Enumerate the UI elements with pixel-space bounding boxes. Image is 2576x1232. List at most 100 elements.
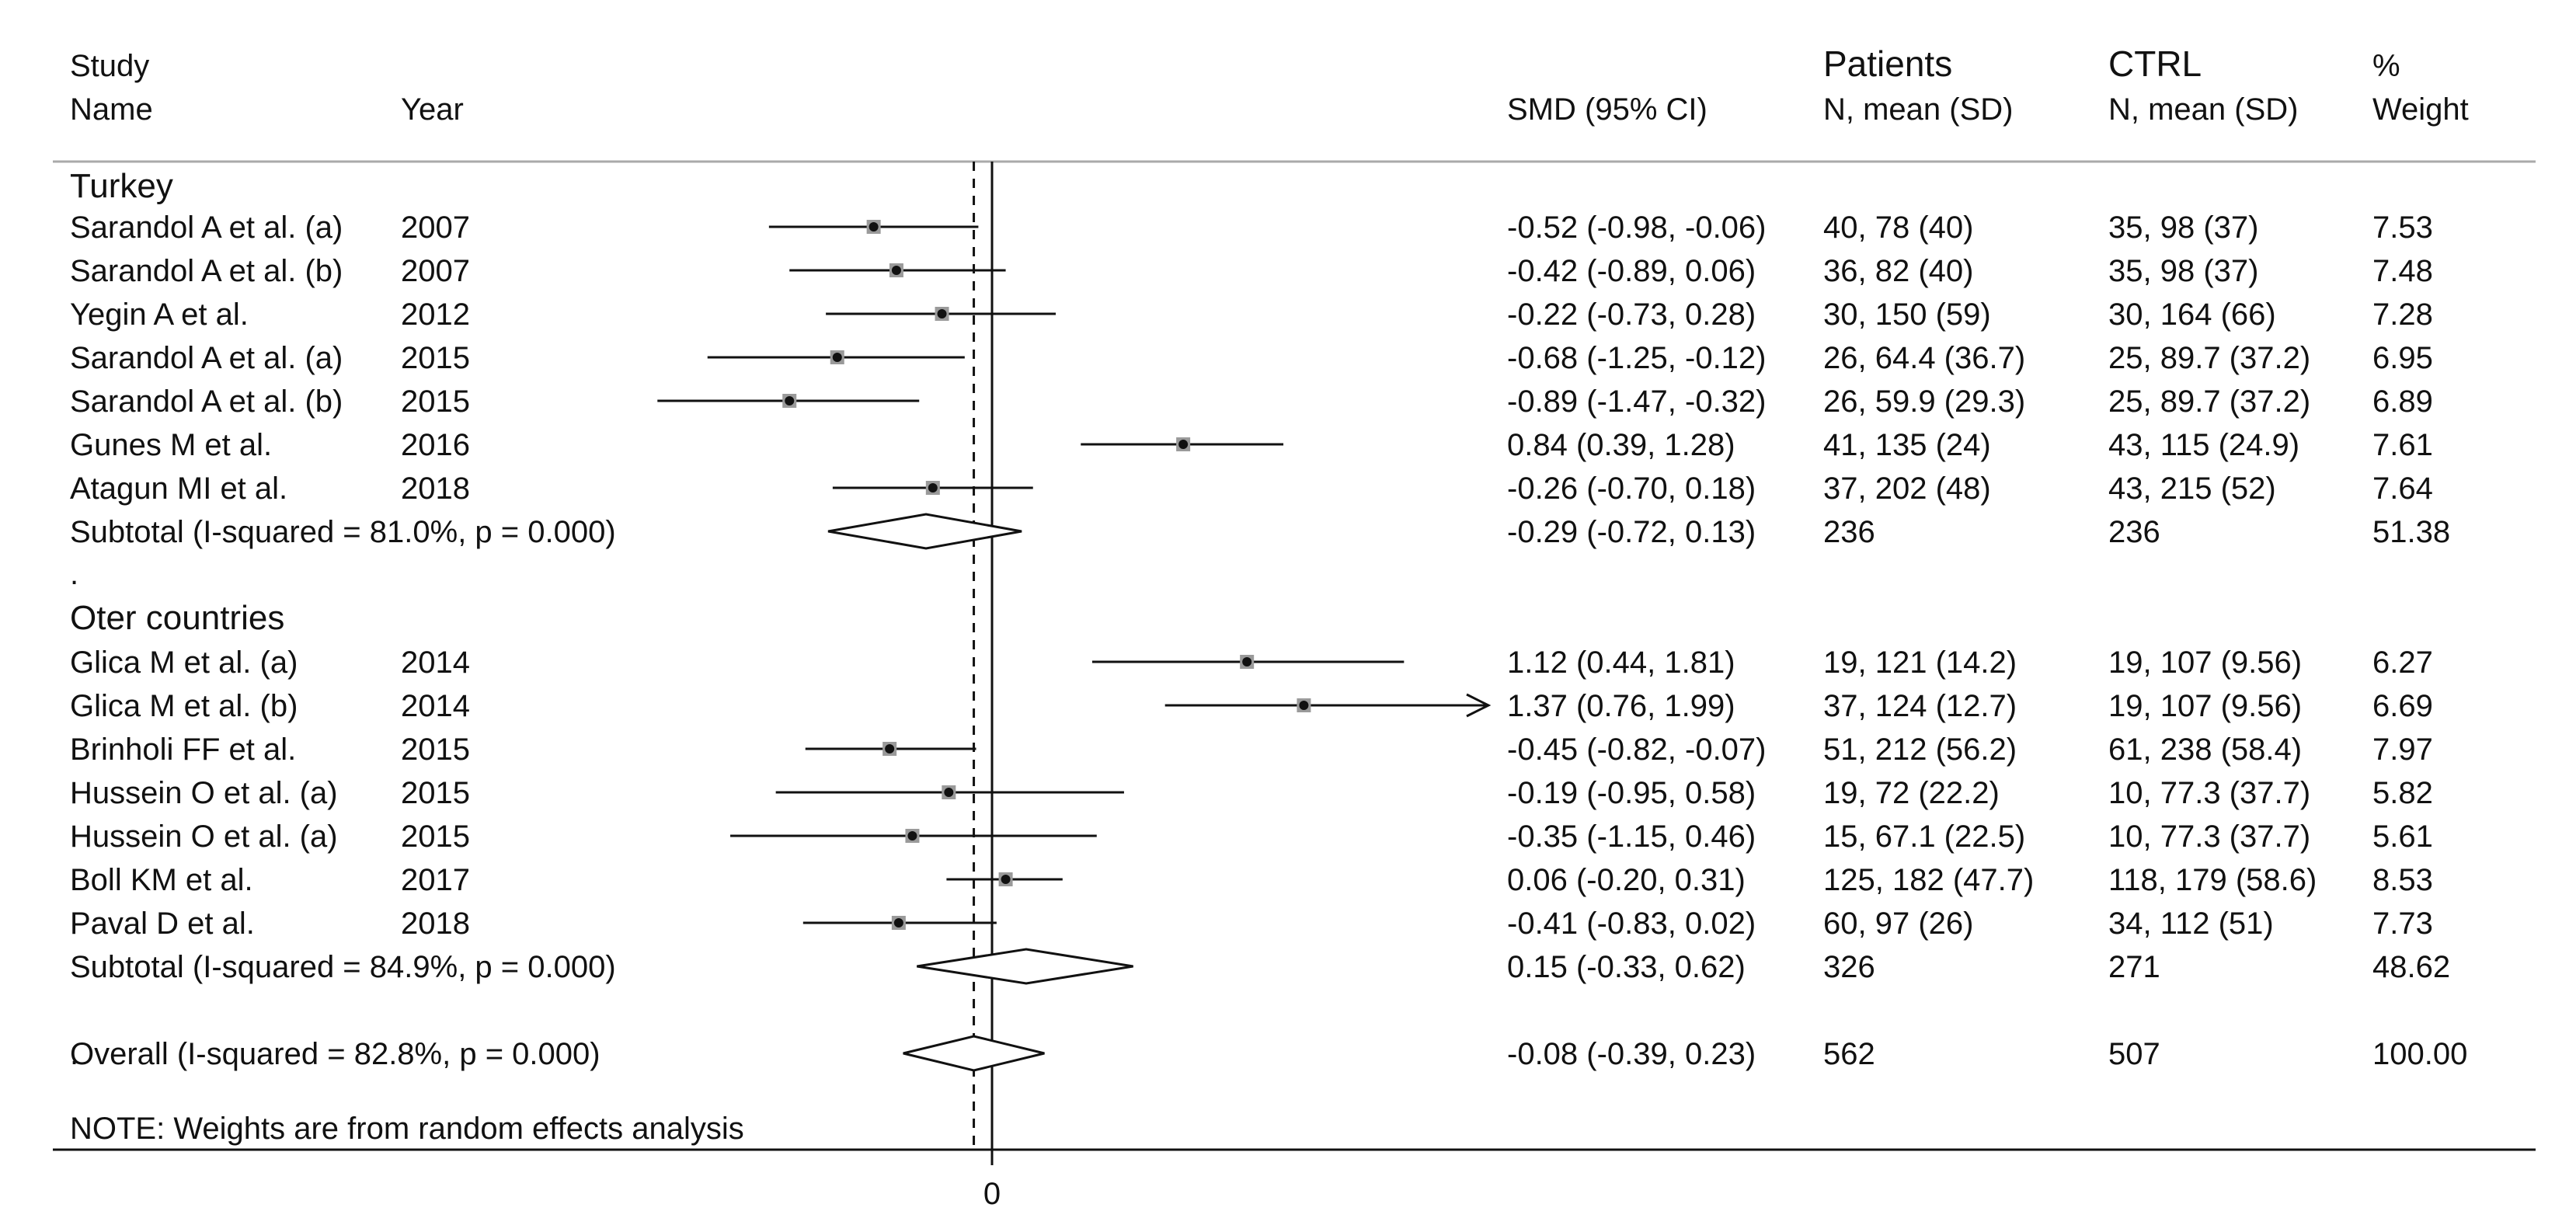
patients-n-mean-sd: 15, 67.1 (22.5) (1823, 820, 2025, 854)
point-estimate (785, 396, 795, 405)
weight: 5.61 (2372, 820, 2433, 854)
group-label: Oter countries (70, 599, 284, 637)
study-name: Gunes M et al. (70, 428, 272, 462)
study-year: 2018 (401, 907, 470, 941)
separator-dot: . (70, 1037, 78, 1071)
point-estimate (869, 222, 879, 231)
point-estimate (907, 831, 917, 840)
ctrl-n-mean-sd: 10, 77.3 (37.7) (2108, 776, 2310, 810)
point-estimate (893, 918, 903, 927)
header: Study Name Year SMD (95% CI) Patients N,… (70, 44, 2469, 127)
weight: 7.48 (2372, 254, 2433, 288)
smd-ci: -0.89 (-1.47, -0.32) (1507, 385, 1767, 419)
patients-n-mean-sd: 36, 82 (40) (1823, 254, 1973, 288)
patients-n-mean-sd: 26, 59.9 (29.3) (1823, 385, 2025, 419)
study-year: 2015 (401, 820, 470, 854)
smd-ci: -0.35 (-1.15, 0.46) (1507, 820, 1756, 854)
patients-n-mean-sd: 26, 64.4 (36.7) (1823, 341, 2025, 375)
subtotal-label: Subtotal (I-squared = 84.9%, p = 0.000) (70, 950, 616, 984)
smd-ci: -0.22 (-0.73, 0.28) (1507, 298, 1756, 332)
smd-ci: 1.12 (0.44, 1.81) (1507, 646, 1735, 680)
header-weight-pct: % (2372, 49, 2400, 83)
study-year: 2014 (401, 689, 470, 723)
smd-ci: -0.19 (-0.95, 0.58) (1507, 776, 1756, 810)
patients-n-mean-sd: 19, 121 (14.2) (1823, 646, 2017, 680)
weight: 7.64 (2372, 472, 2433, 506)
patients-total: 236 (1823, 515, 1875, 549)
study-year: 2014 (401, 646, 470, 680)
study-name: Sarandol A et al. (a) (70, 341, 343, 375)
header-weight: Weight (2372, 92, 2469, 127)
weight: 51.38 (2372, 515, 2450, 549)
header-patients-sub: N, mean (SD) (1823, 92, 2014, 127)
study-name: Hussein O et al. (a) (70, 776, 338, 810)
point-estimate (1299, 701, 1309, 710)
ctrl-n-mean-sd: 25, 89.7 (37.2) (2108, 385, 2310, 419)
ctrl-n-mean-sd: 34, 112 (51) (2108, 907, 2274, 941)
patients-n-mean-sd: 37, 124 (12.7) (1823, 689, 2017, 723)
study-year: 2007 (401, 211, 470, 245)
weight: 6.95 (2372, 341, 2433, 375)
smd-ci: 0.15 (-0.33, 0.62) (1507, 950, 1746, 984)
study-name: Sarandol A et al. (b) (70, 385, 343, 419)
ctrl-n-mean-sd: 10, 77.3 (37.7) (2108, 820, 2310, 854)
study-year: 2018 (401, 472, 470, 506)
weights-note: NOTE: Weights are from random effects an… (70, 1112, 744, 1146)
smd-ci: -0.68 (-1.25, -0.12) (1507, 341, 1767, 375)
study-name: Atagun MI et al. (70, 472, 287, 506)
point-estimate (832, 353, 842, 362)
ctrl-n-mean-sd: 35, 98 (37) (2108, 211, 2258, 245)
point-estimate (928, 483, 938, 492)
group-label: Turkey (70, 167, 173, 205)
header-patients: Patients (1823, 44, 1952, 84)
patients-n-mean-sd: 37, 202 (48) (1823, 472, 1991, 506)
weight: 7.73 (2372, 907, 2433, 941)
patients-n-mean-sd: 41, 135 (24) (1823, 428, 1991, 462)
study-year: 2015 (401, 776, 470, 810)
header-study: Study (70, 49, 149, 83)
weight: 7.97 (2372, 733, 2433, 767)
point-estimate (1001, 875, 1011, 884)
patients-n-mean-sd: 40, 78 (40) (1823, 211, 1973, 245)
smd-ci: -0.29 (-0.72, 0.13) (1507, 515, 1756, 549)
weight: 7.61 (2372, 428, 2433, 462)
ctrl-total: 236 (2108, 515, 2160, 549)
ctrl-n-mean-sd: 19, 107 (9.56) (2108, 689, 2302, 723)
ctrl-n-mean-sd: 43, 115 (24.9) (2108, 428, 2299, 462)
smd-ci: 0.84 (0.39, 1.28) (1507, 428, 1735, 462)
study-name: Brinholi FF et al. (70, 733, 296, 767)
ctrl-n-mean-sd: 25, 89.7 (37.2) (2108, 341, 2310, 375)
header-ctrl: CTRL (2108, 44, 2202, 84)
weight: 7.28 (2372, 298, 2433, 332)
smd-ci: -0.52 (-0.98, -0.06) (1507, 211, 1767, 245)
point-estimate (891, 266, 901, 275)
subtotal-label: Subtotal (I-squared = 81.0%, p = 0.000) (70, 515, 616, 549)
ctrl-total: 271 (2108, 950, 2160, 984)
ctrl-n-mean-sd: 30, 164 (66) (2108, 298, 2276, 332)
smd-ci: -0.45 (-0.82, -0.07) (1507, 733, 1767, 767)
study-name: Sarandol A et al. (a) (70, 211, 343, 245)
weight: 100.00 (2372, 1037, 2467, 1071)
weight: 48.62 (2372, 950, 2450, 984)
study-year: 2007 (401, 254, 470, 288)
smd-ci: -0.41 (-0.83, 0.02) (1507, 907, 1756, 941)
ctrl-n-mean-sd: 61, 238 (58.4) (2108, 733, 2302, 767)
patients-n-mean-sd: 125, 182 (47.7) (1823, 863, 2034, 897)
subtotal-diamond (827, 513, 1022, 550)
ctrl-n-mean-sd: 118, 179 (58.6) (2108, 863, 2317, 897)
point-estimate (885, 744, 895, 753)
point-estimate (1178, 440, 1189, 449)
study-year: 2015 (401, 385, 470, 419)
overall-diamond (903, 1035, 1045, 1072)
weight: 5.82 (2372, 776, 2433, 810)
patients-total: 562 (1823, 1037, 1875, 1071)
study-name: Glica M et al. (b) (70, 689, 298, 723)
x-axis-tick-label: 0 (983, 1177, 1001, 1211)
ci-clip-arrow (1466, 693, 1492, 718)
point-estimate (944, 788, 954, 797)
patients-total: 326 (1823, 950, 1875, 984)
study-name: Yegin A et al. (70, 298, 249, 332)
weight: 8.53 (2372, 863, 2433, 897)
study-name: Glica M et al. (a) (70, 646, 298, 680)
header-smd: SMD (95% CI) (1507, 92, 1707, 127)
